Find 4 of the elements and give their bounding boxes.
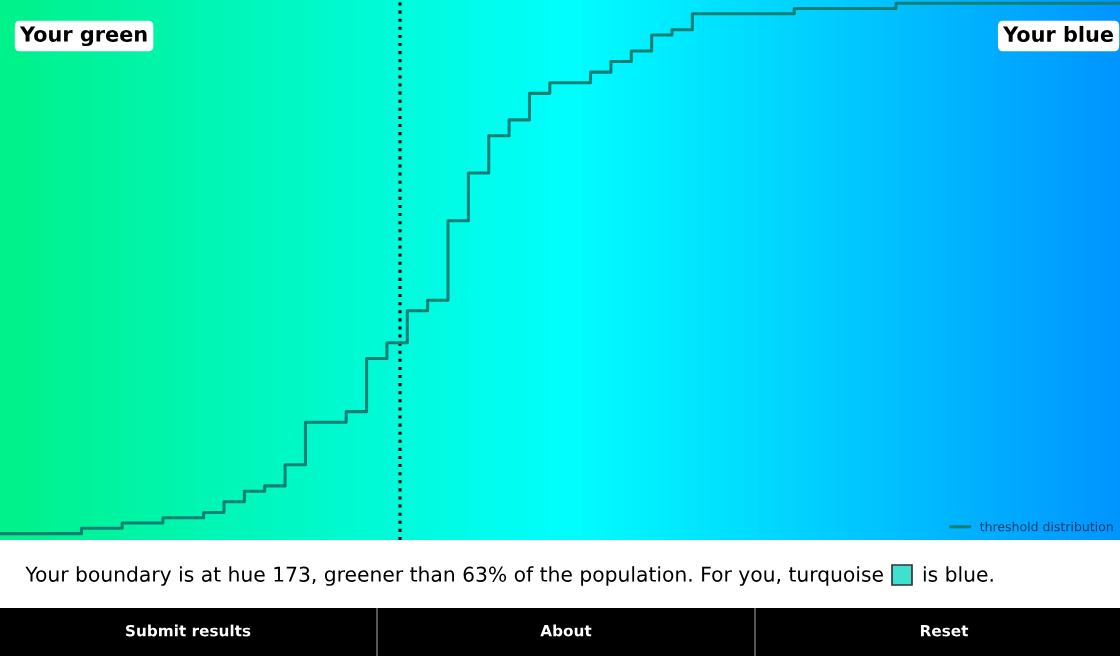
text: is blue. bbox=[923, 566, 993, 582]
annotation: Your green bbox=[19, 26, 147, 47]
text: Your boundary is at hue 173, greener than 63% of the population. For you, turquoise bbox=[25, 566, 883, 586]
annotation: Your blue bbox=[1002, 25, 1113, 43]
